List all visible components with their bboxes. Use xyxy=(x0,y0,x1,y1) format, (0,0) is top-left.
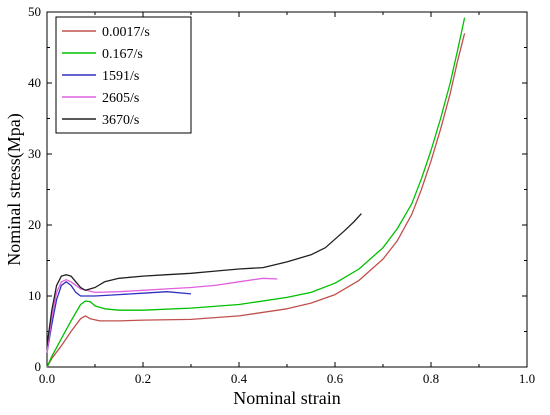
x-tick-label: 0.6 xyxy=(327,371,344,386)
x-axis-title: Nominal strain xyxy=(233,388,340,408)
legend-label-5: 3670/s xyxy=(102,113,139,128)
y-tick-label: 40 xyxy=(28,75,41,90)
y-tick-label: 0 xyxy=(35,359,42,374)
series-line-4 xyxy=(46,277,278,353)
x-tick-label: 0.4 xyxy=(231,371,248,386)
legend: 0.0017/s 0.167/s 1591/s 2605/s 3670/s xyxy=(55,16,192,134)
series-line-3 xyxy=(46,281,192,353)
y-axis-title: Nominal stress(Mpa) xyxy=(4,113,25,265)
x-tick-label: 1.0 xyxy=(519,371,535,386)
axis-ticks: 0.0 0.2 0.4 0.6 0.8 1.0 0 10 20 30 40 50 xyxy=(28,4,535,386)
series-line-2 xyxy=(46,17,466,368)
series-line-1 xyxy=(46,33,466,368)
x-tick-label: 0.2 xyxy=(135,371,151,386)
x-tick-label: 0.0 xyxy=(39,371,55,386)
series-line-5 xyxy=(46,213,362,346)
legend-label-4: 2605/s xyxy=(102,91,139,106)
y-tick-label: 30 xyxy=(28,146,41,161)
legend-label-3: 1591/s xyxy=(102,69,139,84)
legend-label-2: 0.167/s xyxy=(102,47,143,62)
legend-label-1: 0.0017/s xyxy=(102,25,150,40)
x-tick-label: 0.8 xyxy=(423,371,439,386)
y-tick-label: 10 xyxy=(28,288,41,303)
y-tick-label: 20 xyxy=(28,217,41,232)
series-lines xyxy=(46,17,466,368)
y-tick-label: 50 xyxy=(28,4,41,19)
